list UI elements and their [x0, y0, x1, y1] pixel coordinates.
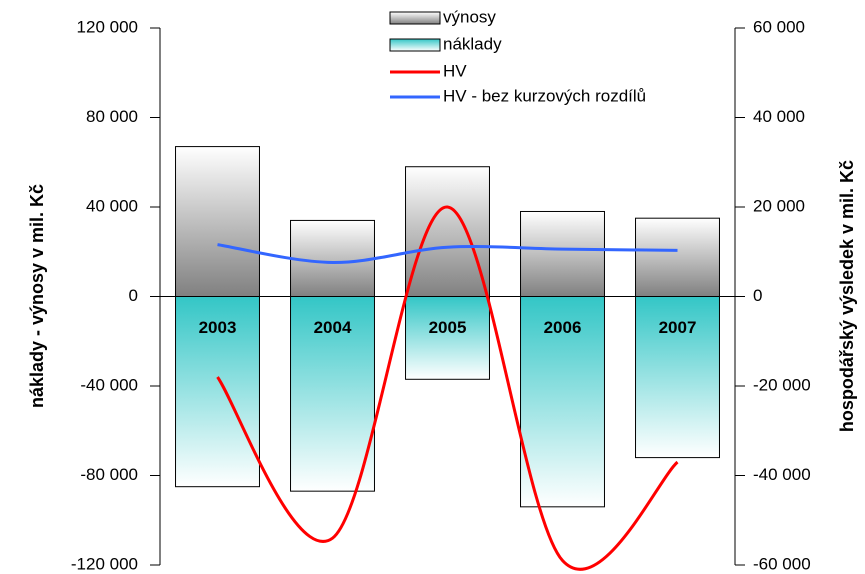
y-tick-label: -40 000 — [80, 375, 138, 394]
line — [217, 243, 678, 264]
y-tick-label: -80 000 — [80, 465, 138, 484]
bar — [175, 146, 260, 297]
legend-label: HV — [443, 61, 467, 80]
bar — [520, 210, 605, 298]
bar — [175, 296, 260, 488]
bar — [635, 296, 720, 459]
category-label: 2005 — [429, 318, 467, 337]
y-tick-label: 0 — [129, 286, 138, 305]
bar — [635, 217, 720, 297]
y-axis-title: náklady - výnosy v mil. Kč — [27, 184, 47, 408]
y2-tick-label: 20 000 — [753, 196, 805, 215]
line — [216, 205, 679, 571]
y2-tick-label: -60 000 — [753, 554, 811, 573]
y-tick-label: 120 000 — [77, 17, 138, 36]
y2-tick-label: -40 000 — [753, 465, 811, 484]
y2-tick-label: 0 — [753, 286, 762, 305]
legend-label: náklady — [443, 34, 502, 53]
category-label: 2004 — [314, 318, 352, 337]
category-label: 2003 — [199, 318, 237, 337]
category-label: 2007 — [659, 318, 697, 337]
bar — [405, 166, 490, 297]
y2-tick-label: -20 000 — [753, 375, 811, 394]
y-tick-label: -120 000 — [71, 554, 138, 573]
legend-label: HV - bez kurzových rozdílů — [443, 86, 646, 105]
y-tick-label: 40 000 — [86, 196, 138, 215]
bar — [290, 296, 375, 492]
y2-axis-title: hospodářský výsledek v mil. Kč — [837, 160, 857, 432]
y2-tick-label: 40 000 — [753, 107, 805, 126]
bar — [290, 219, 375, 297]
y-tick-label: 80 000 — [86, 107, 138, 126]
legend-swatch — [389, 38, 441, 52]
legend-label: výnosy — [443, 7, 496, 26]
category-label: 2006 — [544, 318, 582, 337]
legend-swatch — [389, 11, 441, 25]
bar — [405, 296, 490, 380]
y2-tick-label: 60 000 — [753, 17, 805, 36]
